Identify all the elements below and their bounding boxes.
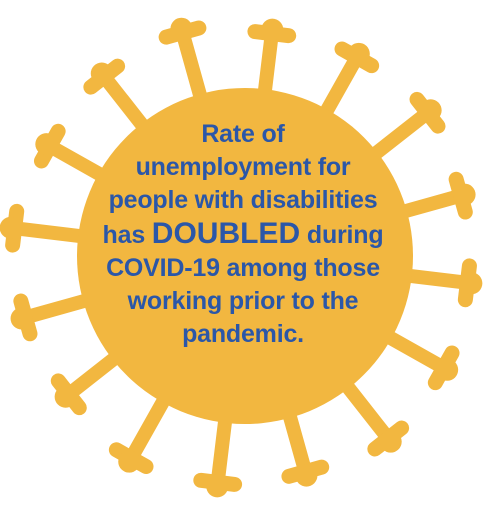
spike-stalk bbox=[394, 267, 471, 290]
message-line-1: Rate of bbox=[201, 120, 285, 148]
spike-knob bbox=[90, 62, 113, 85]
spike-knob bbox=[419, 99, 442, 122]
message-line-4-start: has bbox=[102, 221, 152, 249]
spike-stalk bbox=[46, 141, 115, 186]
spike-stalk bbox=[362, 108, 432, 166]
spike-knob bbox=[118, 450, 141, 473]
spike-stalk bbox=[256, 30, 279, 107]
spike-stalk bbox=[315, 53, 362, 126]
spike-stalk bbox=[99, 72, 155, 139]
doubled-emphasis: DOUBLED bbox=[151, 217, 301, 250]
message-line-3: people with disabilities bbox=[108, 186, 378, 214]
spike-knob bbox=[453, 183, 476, 206]
message-line-4: has DOUBLED during bbox=[58, 217, 428, 252]
spike-knob bbox=[295, 464, 318, 487]
spike-knob bbox=[35, 133, 58, 156]
spike-knob bbox=[54, 385, 77, 408]
message-line-5: COVID-19 among those bbox=[106, 254, 380, 282]
message-line-4-end: during bbox=[300, 221, 384, 249]
virus-body bbox=[77, 88, 413, 424]
spike-knob bbox=[206, 475, 229, 498]
spike-stalk bbox=[11, 221, 96, 245]
spike-stalk bbox=[64, 346, 128, 399]
spike-knob bbox=[347, 42, 370, 65]
spike-stalk bbox=[335, 373, 393, 443]
spike-knob bbox=[170, 17, 193, 40]
spike-stalk bbox=[176, 29, 210, 111]
spike-knob bbox=[0, 216, 22, 239]
spike-stalk bbox=[22, 291, 100, 324]
message-line-7: pandemic. bbox=[182, 320, 304, 348]
spike-knob bbox=[379, 430, 402, 453]
spike-stalk bbox=[375, 326, 448, 373]
statistic-message: Rate of unemployment for people with dis… bbox=[58, 118, 428, 351]
spike-knob bbox=[460, 272, 483, 295]
spike-stalk bbox=[280, 401, 312, 475]
spike-stalk bbox=[126, 386, 175, 462]
spike-stalk bbox=[211, 405, 234, 486]
message-line-6: working prior to the bbox=[127, 287, 359, 315]
spike-knob bbox=[261, 18, 284, 41]
message-line-2: unemployment for bbox=[135, 153, 351, 181]
virus-spikes bbox=[0, 17, 483, 498]
spike-stalk bbox=[390, 189, 464, 221]
spike-knob bbox=[436, 358, 459, 381]
spike-knob bbox=[10, 307, 33, 330]
